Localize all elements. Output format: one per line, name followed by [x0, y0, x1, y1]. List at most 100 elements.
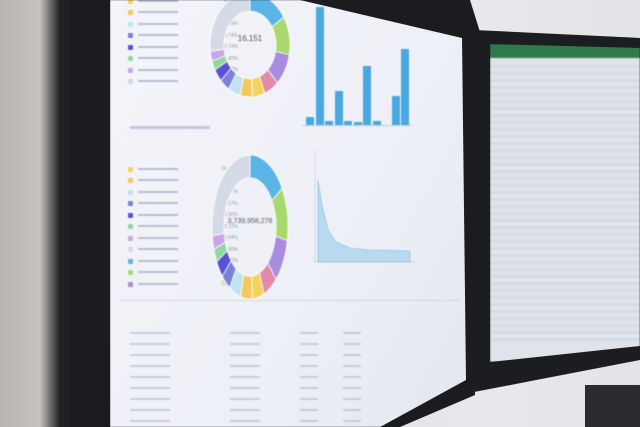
legend-swatch — [128, 33, 133, 38]
legend-item: 2.90% — [128, 247, 238, 253]
legend-swatch — [128, 189, 133, 195]
legend-label — [138, 44, 224, 50]
spreadsheet-row — [490, 311, 640, 312]
legend-item: 4.16% — [128, 21, 238, 27]
spreadsheet-row — [490, 325, 640, 326]
spreadsheet-row — [490, 87, 640, 88]
spreadsheet-row — [490, 171, 640, 172]
spreadsheet-row — [490, 262, 640, 263]
spreadsheet-row — [490, 178, 640, 179]
legend-swatch — [128, 224, 133, 229]
legend-swatch — [128, 44, 133, 50]
bar — [344, 120, 352, 125]
spreadsheet-row — [490, 290, 640, 291]
spreadsheet-row — [490, 122, 640, 123]
legend-percent: 3.74% — [223, 32, 238, 39]
dashboard-screen: 6.40%4.50%4.16%3.74%3.74%2.40%2.67%26.29… — [110, 0, 466, 427]
donut-top-center-value: 16,151 — [237, 34, 263, 43]
legend-percent: 2.90% — [223, 246, 238, 253]
monitor-stand — [585, 385, 640, 427]
legend-percent: 3.72% — [223, 223, 238, 230]
legend-item: 3.04% — [128, 235, 238, 241]
area-chart — [314, 150, 415, 263]
spreadsheet-ribbon — [490, 44, 640, 58]
donut-slice — [211, 154, 251, 237]
legend-swatch — [128, 178, 133, 183]
legend-swatch — [128, 258, 133, 264]
legend-label — [138, 21, 224, 27]
spreadsheet-row — [490, 269, 640, 270]
spreadsheet-row — [490, 339, 640, 340]
legend-label — [138, 189, 224, 195]
spreadsheet-screen — [490, 44, 640, 362]
bar — [315, 7, 324, 125]
spreadsheet-row — [490, 213, 640, 214]
legend-label — [138, 212, 224, 218]
bar — [391, 95, 400, 125]
legend-swatch — [128, 10, 133, 15]
legend-item: 3.74% — [128, 44, 238, 50]
legend-swatch — [128, 0, 133, 4]
table-row — [130, 352, 361, 357]
legend-label — [138, 67, 224, 73]
table-row — [130, 396, 361, 401]
legend-label — [138, 235, 224, 241]
donut-bottom-center-value: 3,739,958,276 — [227, 218, 273, 225]
legend-percent: 4.16% — [223, 21, 238, 27]
spreadsheet-row — [490, 332, 640, 333]
legend-item: 3.72% — [128, 224, 238, 230]
bar — [363, 66, 371, 125]
table-row — [130, 330, 361, 335]
spreadsheet-row — [490, 101, 640, 102]
spreadsheet-row — [490, 297, 640, 298]
spreadsheet-row — [490, 136, 640, 137]
legend-label — [138, 258, 224, 264]
legend-label — [138, 79, 221, 85]
table-row — [130, 374, 361, 379]
legend-swatch — [128, 67, 133, 73]
legend-label — [138, 56, 224, 62]
legend-item: 7.17% — [128, 201, 238, 207]
legend-label — [138, 281, 221, 287]
legend-item: 2.40% — [128, 56, 238, 62]
legend-label — [138, 0, 224, 4]
spreadsheet-row — [490, 80, 640, 81]
area-series — [317, 179, 411, 263]
spreadsheet-row — [490, 108, 640, 109]
spreadsheet-row — [490, 150, 640, 151]
table-row — [130, 407, 361, 412]
spreadsheet-row — [490, 73, 640, 74]
spreadsheet-row — [490, 220, 640, 221]
legend-swatch — [128, 247, 133, 252]
spreadsheet-row — [490, 143, 640, 144]
spreadsheet-row — [490, 94, 640, 95]
legend-percent: 4.36% — [223, 212, 238, 218]
legend-label — [138, 33, 224, 39]
legend-label — [138, 201, 224, 207]
legend-label — [138, 166, 221, 172]
bar — [334, 91, 343, 125]
donut-chart-top — [209, 0, 291, 98]
legend-label — [138, 10, 224, 16]
spreadsheet-row — [490, 255, 640, 256]
donut-chart-bottom — [211, 154, 289, 300]
legend-item: 4.36% — [128, 212, 238, 218]
legend-swatch — [128, 235, 133, 241]
section-title — [130, 126, 210, 129]
spreadsheet-row — [490, 248, 640, 249]
spreadsheet-row — [490, 304, 640, 305]
table-row — [130, 385, 361, 390]
legend-swatch — [128, 281, 133, 287]
legend-label — [138, 247, 224, 253]
spreadsheet-row — [490, 192, 640, 193]
bar — [372, 120, 381, 125]
legend-swatch — [128, 21, 133, 27]
legend-percent: 3.04% — [223, 235, 238, 241]
spreadsheet-row — [490, 241, 640, 242]
legend-percent: 3.74% — [223, 44, 238, 50]
spreadsheet-row — [490, 318, 640, 319]
spreadsheet-row — [490, 276, 640, 277]
table-row — [130, 418, 361, 423]
legend-item: 3.74% — [128, 33, 238, 39]
bar — [401, 49, 409, 125]
